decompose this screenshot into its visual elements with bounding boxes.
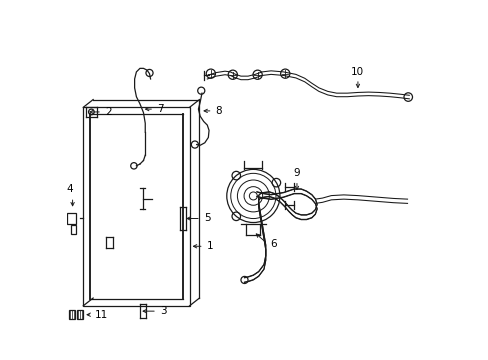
Text: 7: 7 xyxy=(157,104,163,114)
Text: 6: 6 xyxy=(270,239,276,249)
Text: 9: 9 xyxy=(293,168,300,178)
Text: 11: 11 xyxy=(95,310,108,320)
Text: 8: 8 xyxy=(215,106,222,116)
Text: 10: 10 xyxy=(350,67,363,77)
Bar xyxy=(77,310,83,319)
Bar xyxy=(71,225,76,234)
Bar xyxy=(69,310,75,319)
Text: 2: 2 xyxy=(104,107,111,117)
Text: 4: 4 xyxy=(66,184,73,194)
Text: 5: 5 xyxy=(203,213,210,224)
Text: 3: 3 xyxy=(160,306,166,316)
Text: 1: 1 xyxy=(206,241,213,251)
Bar xyxy=(67,213,76,224)
